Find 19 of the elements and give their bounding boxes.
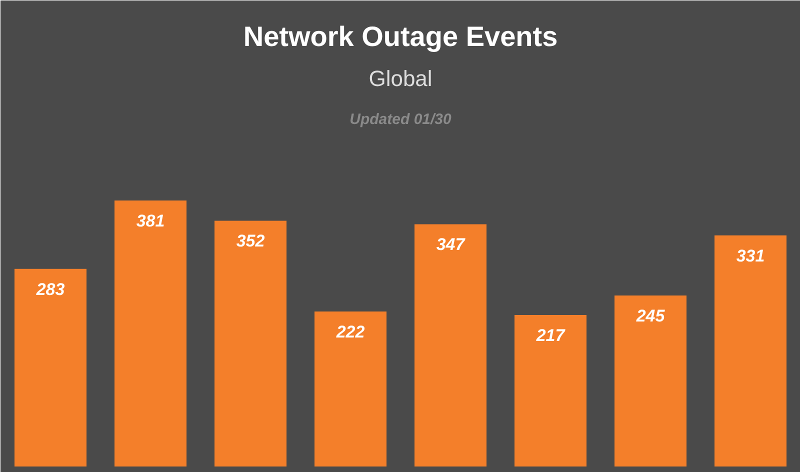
bar [614,295,686,466]
bar [414,224,486,466]
data-label: 381 [136,212,165,230]
data-label: 331 [736,246,765,266]
data-label: 352 [236,232,266,251]
bar [514,315,586,466]
bar [714,235,786,466]
bar [14,268,86,466]
bar [214,220,286,466]
data-label: 283 [35,280,66,299]
data-label: 217 [535,326,566,345]
data-label: 245 [635,306,666,326]
chart-subtitle: Global [368,66,432,91]
text: Updated 01/30 [350,111,452,128]
data-label: 222 [335,322,366,342]
chart-title: Network Outage Events [243,21,558,52]
bar [114,200,186,466]
data-label: 347 [436,235,466,254]
bar [314,312,386,466]
